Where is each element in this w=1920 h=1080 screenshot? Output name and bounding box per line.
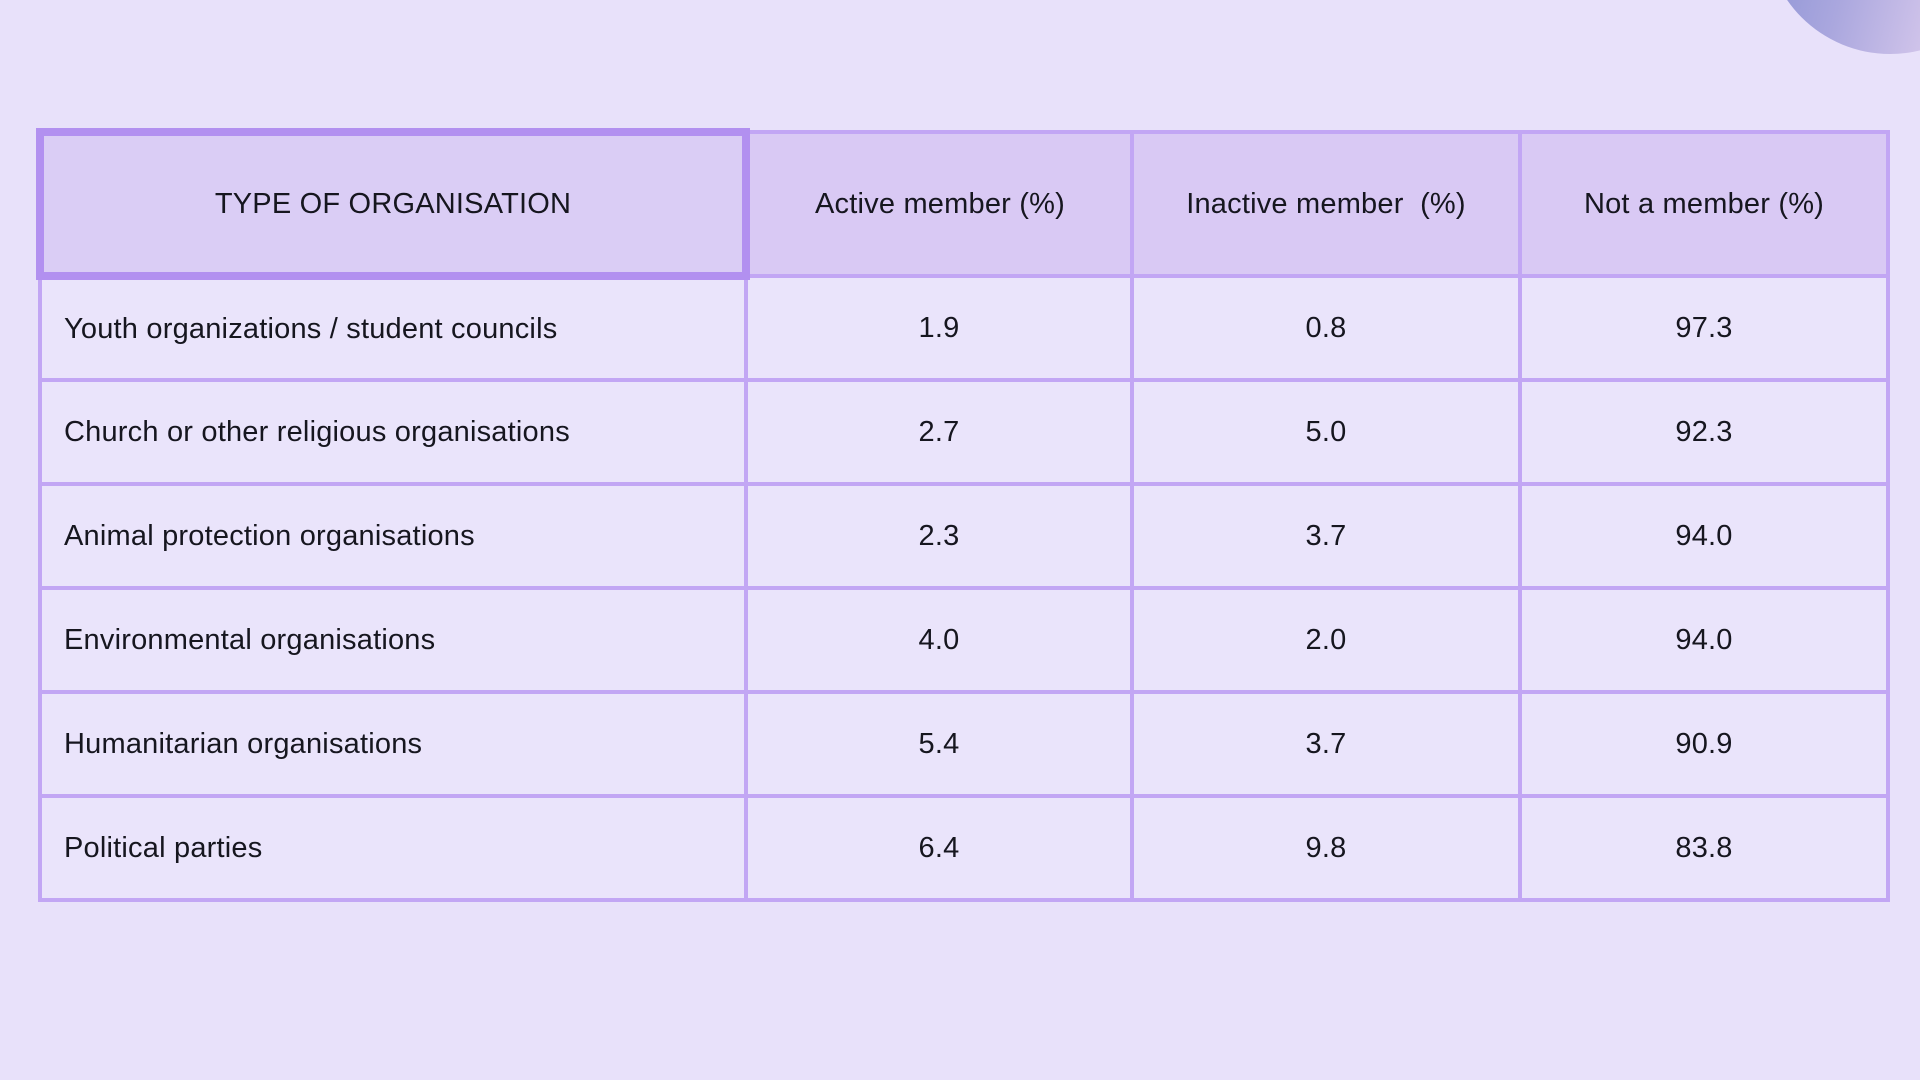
table-row: Environmental organisations 4.0 2.0 94.0 [38, 586, 1890, 694]
column-header-inactive-member: Inactive member (%) [1130, 130, 1522, 278]
row-label: Environmental organisations [38, 586, 748, 694]
header-row: TYPE OF ORGANISATION Active member (%) I… [36, 128, 1890, 280]
not-member-value: 97.3 [1518, 274, 1890, 382]
active-value: 6.4 [744, 794, 1134, 902]
table-row: Animal protection organisations 2.3 3.7 … [38, 482, 1890, 590]
row-label: Humanitarian organisations [38, 690, 748, 798]
table-header: TYPE OF ORGANISATION Active member (%) I… [36, 128, 1890, 280]
active-value: 4.0 [744, 586, 1134, 694]
active-value: 2.3 [744, 482, 1134, 590]
not-member-value: 94.0 [1518, 586, 1890, 694]
decorative-gradient-circle [1765, 0, 1920, 54]
column-header-type-of-organisation: TYPE OF ORGANISATION [36, 128, 750, 280]
inactive-value: 3.7 [1130, 482, 1522, 590]
inactive-value: 9.8 [1130, 794, 1522, 902]
row-label: Church or other religious organisations [38, 378, 748, 486]
active-value: 1.9 [744, 274, 1134, 382]
active-value: 5.4 [744, 690, 1134, 798]
inactive-value: 3.7 [1130, 690, 1522, 798]
row-label: Youth organizations / student councils [38, 274, 748, 382]
row-label: Animal protection organisations [38, 482, 748, 590]
table-row: Humanitarian organisations 5.4 3.7 90.9 [38, 690, 1890, 798]
row-label: Political parties [38, 794, 748, 902]
inactive-value: 2.0 [1130, 586, 1522, 694]
not-member-value: 92.3 [1518, 378, 1890, 486]
table-row: Youth organizations / student councils 1… [38, 274, 1890, 382]
not-member-value: 94.0 [1518, 482, 1890, 590]
inactive-value: 0.8 [1130, 274, 1522, 382]
membership-table: TYPE OF ORGANISATION Active member (%) I… [36, 128, 1890, 902]
not-member-value: 90.9 [1518, 690, 1890, 798]
not-member-value: 83.8 [1518, 794, 1890, 902]
table-row: Political parties 6.4 9.8 83.8 [38, 794, 1890, 902]
column-header-not-a-member: Not a member (%) [1518, 130, 1890, 278]
inactive-value: 5.0 [1130, 378, 1522, 486]
active-value: 2.7 [744, 378, 1134, 486]
table-body: Youth organizations / student councils 1… [38, 274, 1890, 902]
column-header-active-member: Active member (%) [744, 130, 1134, 278]
table-row: Church or other religious organisations … [38, 378, 1890, 486]
